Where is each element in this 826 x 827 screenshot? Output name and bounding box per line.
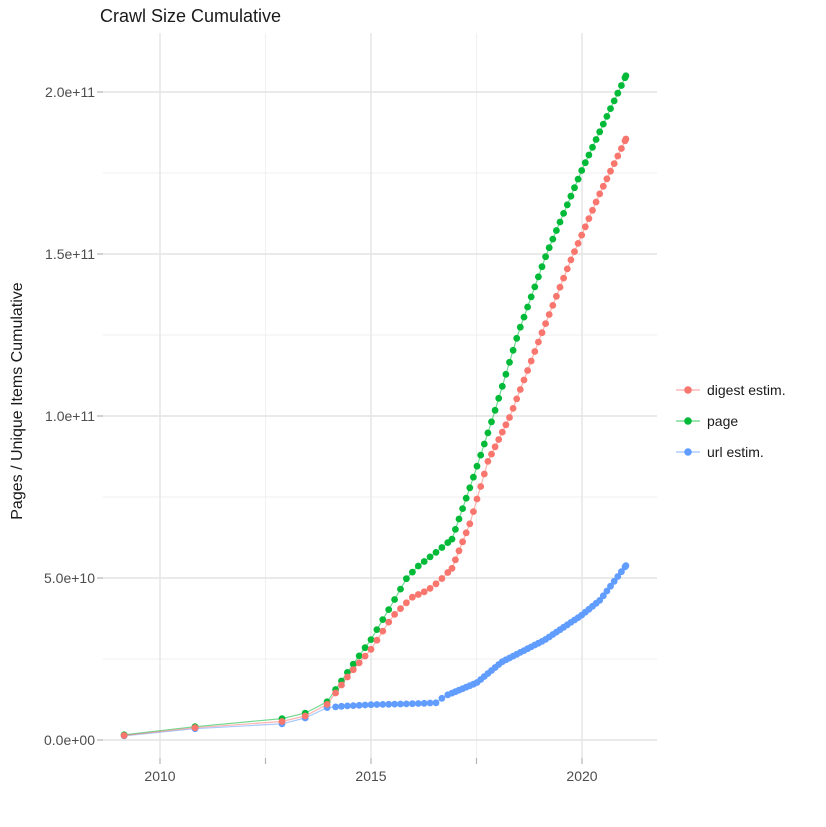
gridlines-major: [103, 33, 657, 758]
legend-item-label: digest estim.: [707, 381, 786, 398]
legend-item-label: page: [707, 412, 739, 429]
series-page: [120, 72, 630, 739]
y-axis-tick-label: 1.5e+11: [45, 245, 95, 262]
legend-item-label: url estim.: [707, 443, 764, 460]
y-axis-tick-label: 5.0e+10: [44, 569, 95, 586]
chart-title: Crawl Size Cumulative: [100, 6, 282, 26]
legend-item: url estim.: [675, 436, 786, 467]
legend-key-icon: [676, 447, 700, 456]
legend-item: page: [675, 405, 786, 436]
gridlines-minor: [103, 33, 657, 758]
series-digest-estim: [120, 135, 630, 739]
axis-tick-marks: [97, 91, 583, 764]
series-url-estim: [120, 562, 630, 740]
y-axis-tick-label: 0.0e+00: [44, 731, 95, 748]
legend-item: digest estim.: [675, 374, 786, 405]
legend: digest estim. page url estim.: [675, 374, 786, 467]
y-axis-tick-label: 2.0e+11: [45, 83, 95, 100]
legend-key-icon: [676, 416, 700, 425]
x-axis-tick-label: 2015: [355, 768, 387, 784]
x-axis-tick-label: 2010: [144, 768, 176, 784]
legend-key-icon: [676, 385, 700, 394]
y-axis-tick-label: 1.0e+11: [45, 407, 95, 424]
x-axis-tick-label: 2020: [566, 768, 598, 784]
